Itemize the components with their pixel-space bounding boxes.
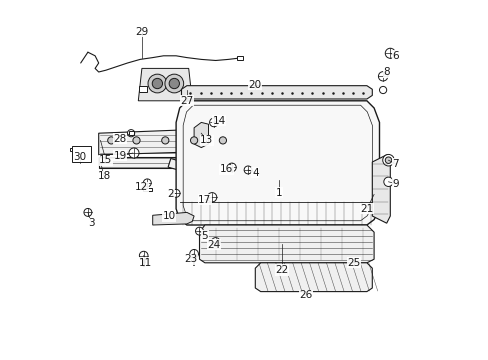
Bar xyxy=(128,131,133,135)
Circle shape xyxy=(139,251,148,260)
Circle shape xyxy=(84,208,92,216)
Circle shape xyxy=(127,130,134,137)
Bar xyxy=(72,146,91,162)
Text: 10: 10 xyxy=(162,211,175,221)
Text: 1: 1 xyxy=(275,188,282,198)
Polygon shape xyxy=(183,105,371,221)
Circle shape xyxy=(219,137,226,144)
Text: 27: 27 xyxy=(180,96,193,106)
Circle shape xyxy=(190,137,197,144)
Circle shape xyxy=(227,163,236,172)
Circle shape xyxy=(385,157,391,163)
Bar xyxy=(236,56,243,60)
Circle shape xyxy=(207,193,216,202)
Text: 28: 28 xyxy=(113,134,127,144)
Polygon shape xyxy=(99,157,247,168)
Circle shape xyxy=(211,238,220,246)
Text: 12: 12 xyxy=(135,182,148,192)
Text: 22: 22 xyxy=(275,265,288,275)
Text: 13: 13 xyxy=(200,135,213,145)
Polygon shape xyxy=(138,68,192,101)
Polygon shape xyxy=(181,86,371,99)
Circle shape xyxy=(143,179,151,187)
Text: 3: 3 xyxy=(88,218,95,228)
Text: 23: 23 xyxy=(183,254,197,264)
Circle shape xyxy=(195,227,203,235)
Text: 4: 4 xyxy=(251,168,258,178)
Text: 17: 17 xyxy=(198,195,211,205)
Bar xyxy=(139,86,147,92)
Text: 26: 26 xyxy=(299,290,312,300)
Text: 29: 29 xyxy=(135,27,148,37)
Circle shape xyxy=(133,137,140,144)
Text: 16: 16 xyxy=(220,164,233,174)
Text: 7: 7 xyxy=(391,159,398,169)
Circle shape xyxy=(383,177,392,186)
Bar xyxy=(70,148,72,151)
Circle shape xyxy=(152,78,162,89)
Text: 5: 5 xyxy=(201,231,208,241)
Text: 24: 24 xyxy=(207,240,220,250)
Circle shape xyxy=(385,48,394,58)
Polygon shape xyxy=(371,155,389,223)
Circle shape xyxy=(164,74,183,93)
Circle shape xyxy=(169,78,179,89)
Circle shape xyxy=(107,137,115,144)
Circle shape xyxy=(378,72,387,81)
Polygon shape xyxy=(199,225,373,263)
Circle shape xyxy=(129,148,139,158)
Polygon shape xyxy=(168,158,313,178)
Circle shape xyxy=(379,86,386,94)
Polygon shape xyxy=(255,263,371,292)
Circle shape xyxy=(148,74,166,93)
Text: 11: 11 xyxy=(139,258,152,268)
Text: 19: 19 xyxy=(113,151,127,161)
Text: 9: 9 xyxy=(391,179,398,189)
Text: 8: 8 xyxy=(383,67,389,77)
Polygon shape xyxy=(99,128,247,155)
Polygon shape xyxy=(176,101,379,225)
Text: 30: 30 xyxy=(73,152,86,162)
Text: 2: 2 xyxy=(167,189,174,199)
Text: 15: 15 xyxy=(99,155,112,165)
Circle shape xyxy=(244,166,251,174)
Bar xyxy=(142,188,151,191)
Circle shape xyxy=(189,249,198,258)
Polygon shape xyxy=(194,122,208,148)
Circle shape xyxy=(162,137,168,144)
Polygon shape xyxy=(152,212,194,225)
Circle shape xyxy=(209,118,218,127)
Text: 14: 14 xyxy=(212,116,225,126)
Text: 18: 18 xyxy=(97,171,110,181)
Circle shape xyxy=(382,154,393,166)
Text: 6: 6 xyxy=(391,51,398,61)
Text: 25: 25 xyxy=(347,258,360,268)
Circle shape xyxy=(172,189,180,197)
Text: 21: 21 xyxy=(360,204,373,214)
Text: 20: 20 xyxy=(248,80,262,90)
